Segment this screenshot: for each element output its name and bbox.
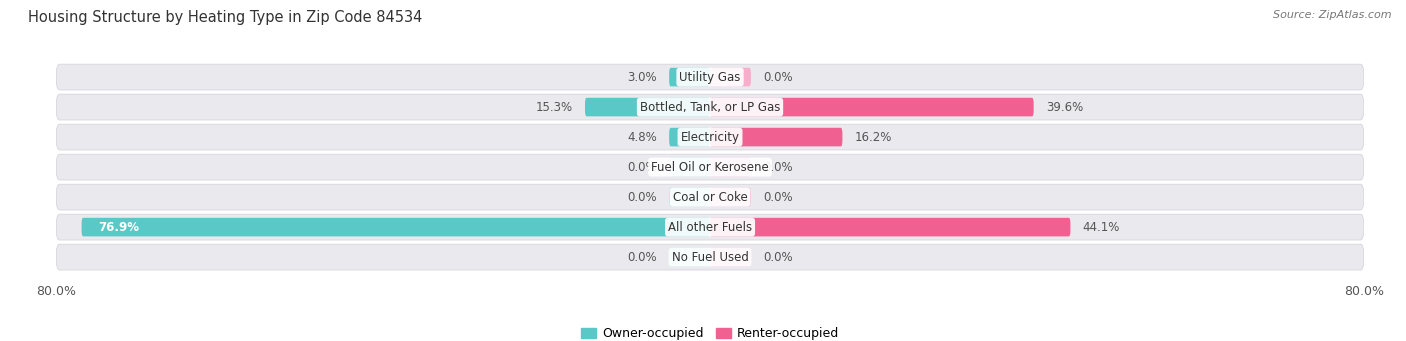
FancyBboxPatch shape (56, 244, 1364, 270)
FancyBboxPatch shape (82, 218, 710, 236)
Text: No Fuel Used: No Fuel Used (672, 251, 748, 264)
Text: 0.0%: 0.0% (763, 251, 793, 264)
FancyBboxPatch shape (56, 124, 1364, 150)
Text: Housing Structure by Heating Type in Zip Code 84534: Housing Structure by Heating Type in Zip… (28, 10, 422, 25)
FancyBboxPatch shape (710, 218, 1070, 236)
Text: 39.6%: 39.6% (1046, 101, 1083, 114)
Text: 15.3%: 15.3% (536, 101, 572, 114)
FancyBboxPatch shape (56, 214, 1364, 240)
Text: 0.0%: 0.0% (763, 71, 793, 84)
FancyBboxPatch shape (669, 248, 710, 266)
Text: 0.0%: 0.0% (627, 251, 657, 264)
FancyBboxPatch shape (669, 158, 710, 176)
FancyBboxPatch shape (710, 98, 1033, 116)
FancyBboxPatch shape (56, 184, 1364, 210)
Text: Bottled, Tank, or LP Gas: Bottled, Tank, or LP Gas (640, 101, 780, 114)
FancyBboxPatch shape (710, 248, 751, 266)
Text: Source: ZipAtlas.com: Source: ZipAtlas.com (1274, 10, 1392, 20)
FancyBboxPatch shape (56, 154, 1364, 180)
FancyBboxPatch shape (710, 158, 751, 176)
FancyBboxPatch shape (710, 68, 751, 86)
FancyBboxPatch shape (669, 188, 710, 206)
Text: Coal or Coke: Coal or Coke (672, 191, 748, 204)
FancyBboxPatch shape (585, 98, 710, 116)
Text: 0.0%: 0.0% (627, 161, 657, 174)
FancyBboxPatch shape (56, 94, 1364, 120)
Text: 16.2%: 16.2% (855, 131, 891, 144)
Text: Electricity: Electricity (681, 131, 740, 144)
Legend: Owner-occupied, Renter-occupied: Owner-occupied, Renter-occupied (575, 322, 845, 341)
FancyBboxPatch shape (669, 128, 710, 146)
Text: Fuel Oil or Kerosene: Fuel Oil or Kerosene (651, 161, 769, 174)
Text: 0.0%: 0.0% (763, 191, 793, 204)
FancyBboxPatch shape (669, 68, 710, 86)
FancyBboxPatch shape (710, 128, 842, 146)
Text: Utility Gas: Utility Gas (679, 71, 741, 84)
Text: 44.1%: 44.1% (1083, 221, 1121, 234)
Text: 76.9%: 76.9% (98, 221, 139, 234)
Text: 0.0%: 0.0% (627, 191, 657, 204)
Text: 3.0%: 3.0% (627, 71, 657, 84)
Text: 4.8%: 4.8% (627, 131, 657, 144)
FancyBboxPatch shape (710, 188, 751, 206)
Text: 0.0%: 0.0% (763, 161, 793, 174)
Text: All other Fuels: All other Fuels (668, 221, 752, 234)
FancyBboxPatch shape (56, 64, 1364, 90)
